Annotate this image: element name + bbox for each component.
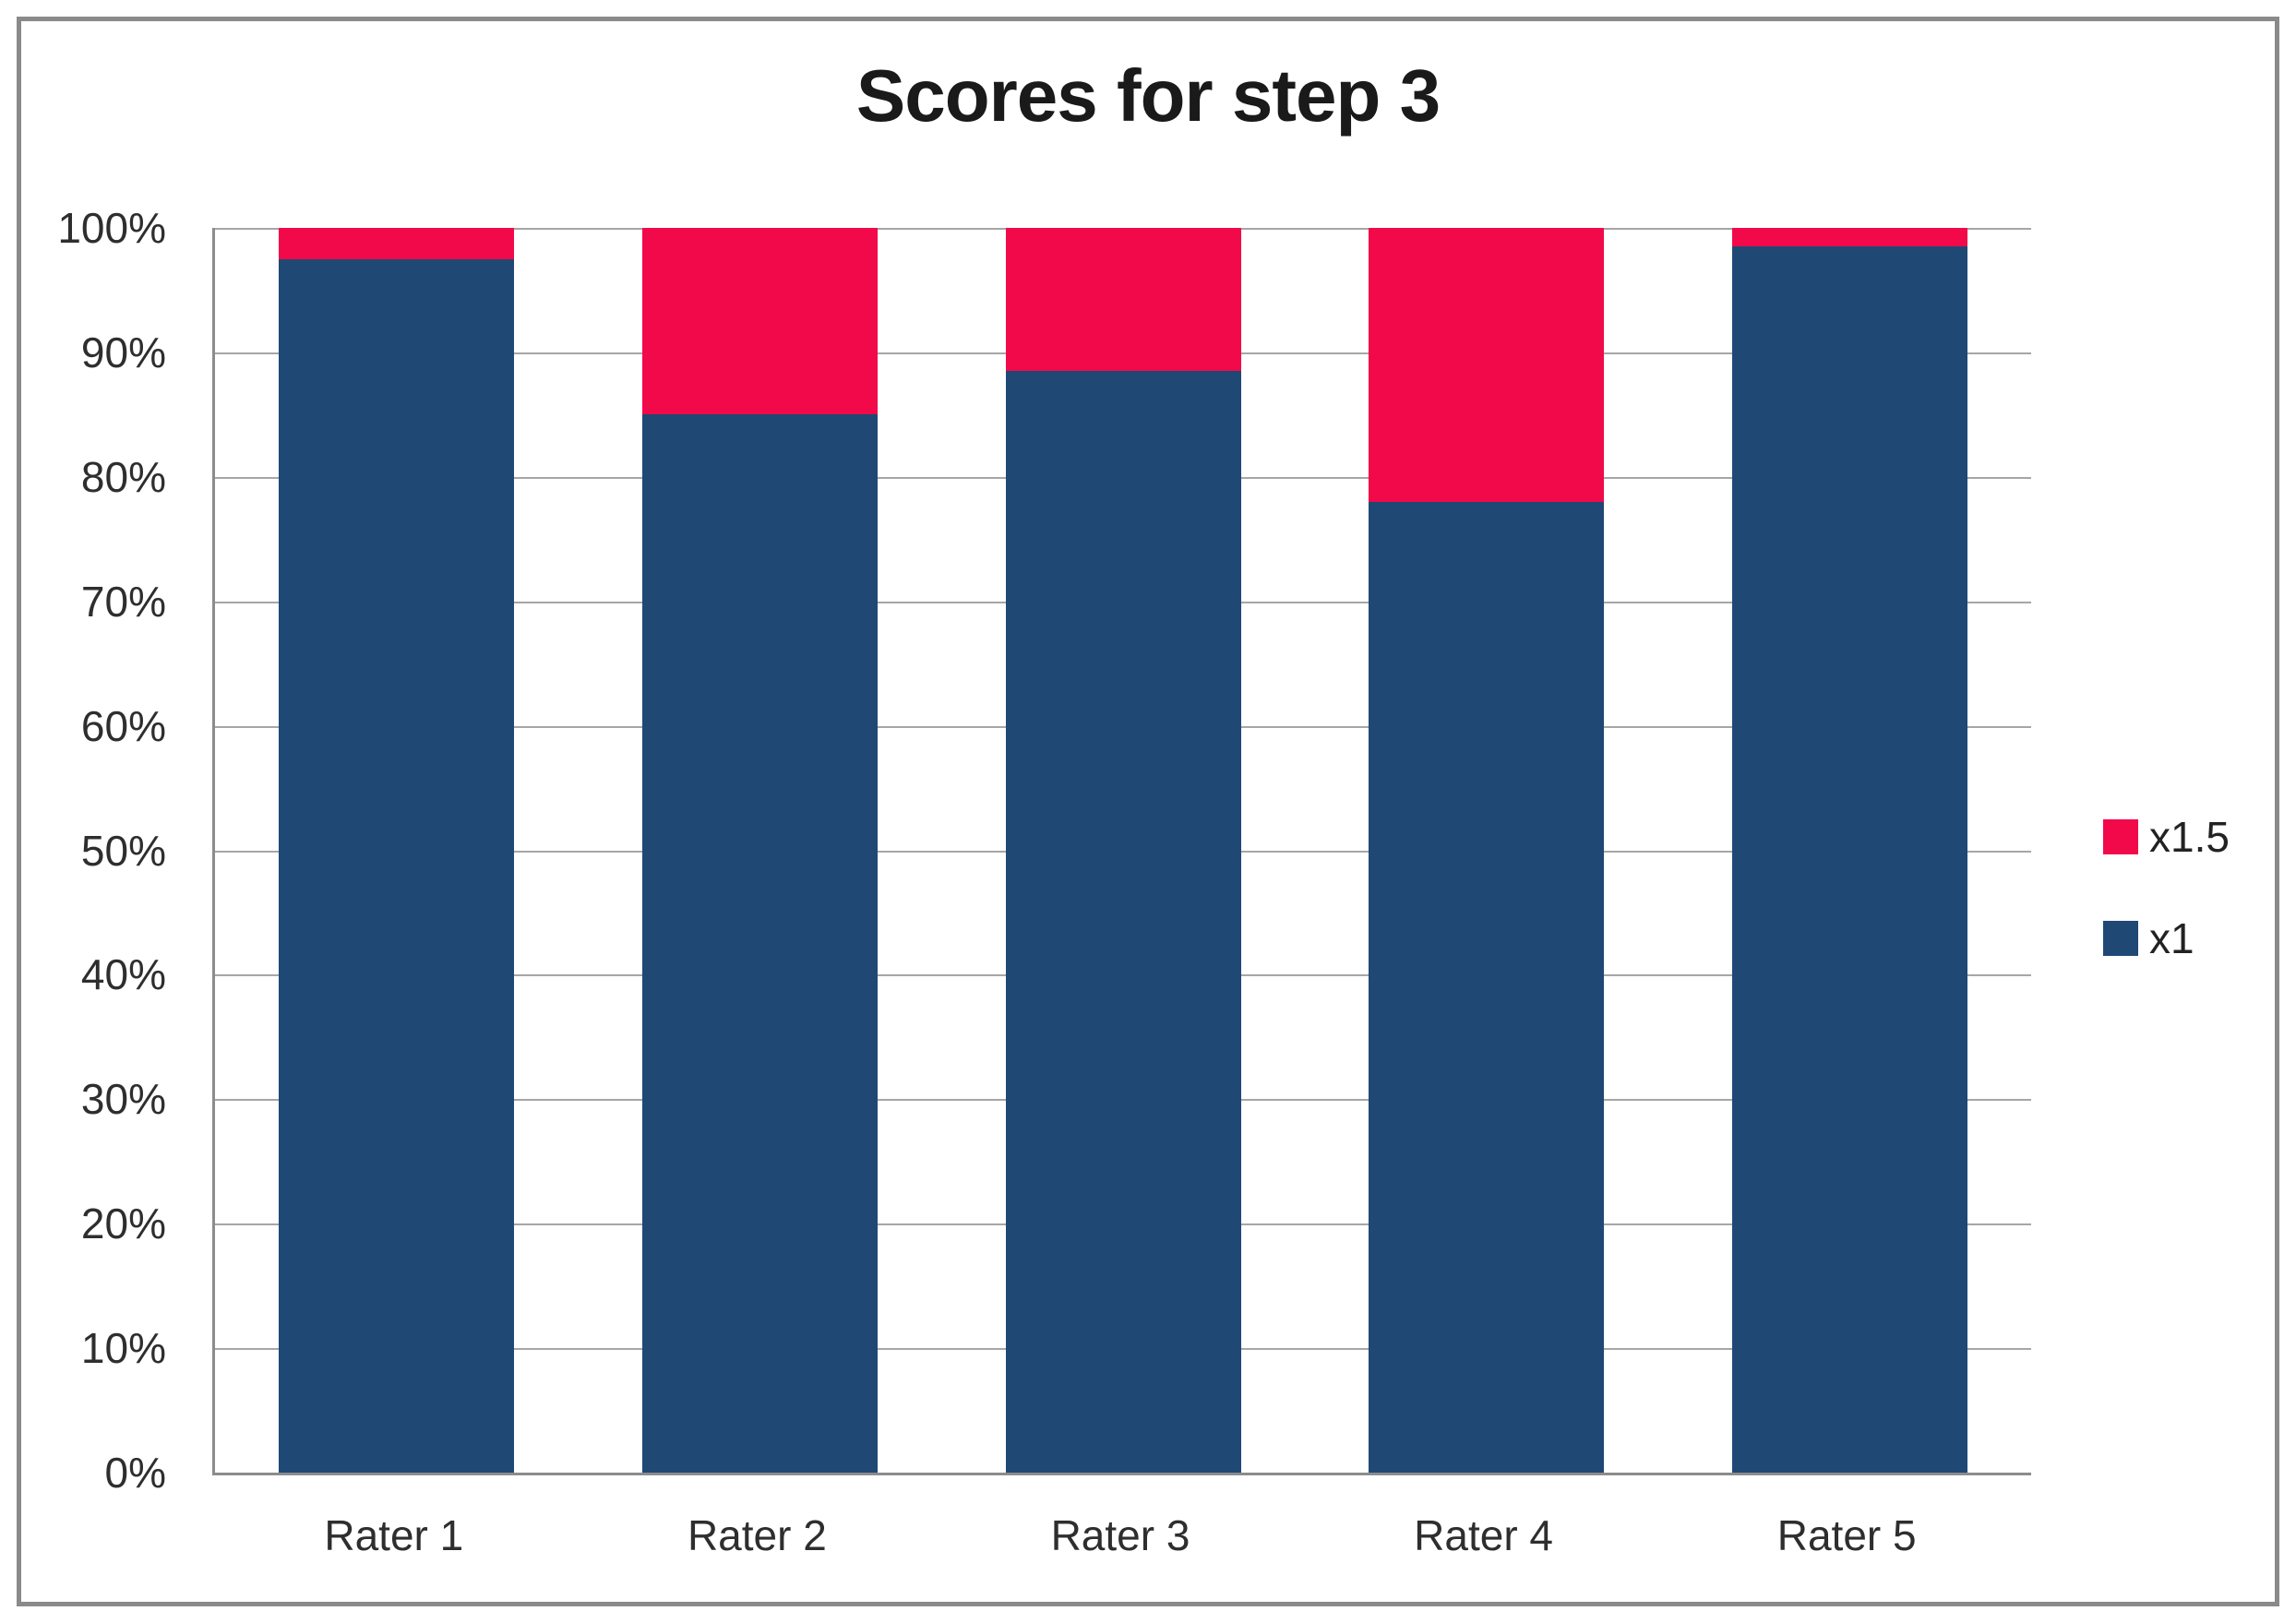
bar-segment-x1.5-rater-1 xyxy=(279,228,515,259)
bar-segment-x1-rater-5 xyxy=(1731,246,1967,1473)
legend-swatch-icon xyxy=(2103,921,2138,956)
x-category-label-5: Rater 5 xyxy=(1776,1511,1917,1559)
legend-label: x1.5 xyxy=(2149,813,2230,861)
x-category-label-2: Rater 2 xyxy=(687,1511,827,1559)
y-tick-label-70: 70% xyxy=(80,577,166,626)
legend: x1.5 x1 xyxy=(2103,816,2230,1019)
bar-segment-x1.5-rater-2 xyxy=(641,228,878,415)
y-tick-label-10: 10% xyxy=(80,1324,166,1373)
bar-segment-x1-rater-2 xyxy=(641,414,878,1473)
y-tick-label-30: 30% xyxy=(80,1075,166,1124)
chart-title: Scores for step 3 xyxy=(855,54,1441,137)
bar-segment-x1.5-rater-3 xyxy=(1005,228,1241,372)
y-tick-label-100: 100% xyxy=(57,204,166,252)
y-tick-label-50: 50% xyxy=(80,826,166,875)
legend-entry-x1: x1 xyxy=(2103,917,2230,960)
y-tick-label-40: 40% xyxy=(80,950,166,999)
legend-swatch-icon xyxy=(2103,819,2138,854)
bar-segment-x1-rater-1 xyxy=(279,258,515,1473)
x-category-label-4: Rater 4 xyxy=(1414,1511,1554,1559)
y-tick-label-20: 20% xyxy=(80,1199,166,1248)
bar-segment-x1-rater-4 xyxy=(1369,501,1605,1473)
y-tick-label-60: 60% xyxy=(80,701,166,750)
bar-segment-x1.5-rater-5 xyxy=(1731,228,1967,247)
x-category-label-1: Rater 1 xyxy=(324,1511,464,1559)
y-tick-label-0: 0% xyxy=(104,1449,166,1497)
y-tick-label-90: 90% xyxy=(80,328,166,376)
y-tick-label-80: 80% xyxy=(80,452,166,501)
bar-segment-x1.5-rater-4 xyxy=(1369,228,1605,502)
plot-area xyxy=(212,228,2031,1475)
legend-entry-x1.5: x1.5 xyxy=(2103,816,2230,858)
x-category-label-3: Rater 3 xyxy=(1050,1511,1190,1559)
legend-label: x1 xyxy=(2149,914,2194,962)
bar-segment-x1-rater-3 xyxy=(1005,371,1241,1473)
